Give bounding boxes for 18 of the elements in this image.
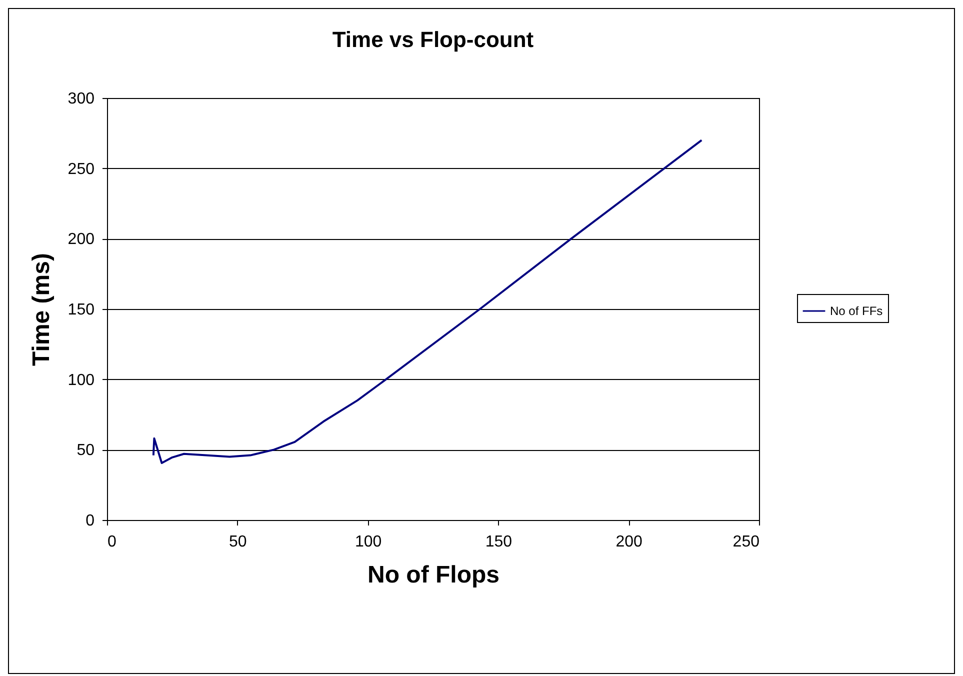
y-tick-label: 250: [68, 160, 95, 178]
y-tick-label: 50: [76, 442, 95, 460]
x-tick-label: 50: [229, 534, 247, 550]
y-tick-label: 150: [68, 302, 95, 318]
x-tick-label: 200: [616, 534, 643, 550]
x-tick-label: 100: [354, 534, 382, 550]
y-tick-label: 100: [68, 372, 95, 389]
legend-label: No of FFs: [830, 304, 883, 318]
x-tick-label: 250: [732, 534, 760, 550]
y-axis-title: Time (ms): [28, 253, 55, 366]
y-tick-label: 200: [68, 231, 95, 248]
x-tick-label: 0: [108, 534, 116, 550]
x-tick-label: 150: [485, 534, 512, 550]
y-tick-label: 0: [86, 512, 95, 530]
line-series: [152, 139, 703, 464]
x-axis-title: No of Flops: [368, 562, 500, 588]
y-tick-label: 300: [68, 90, 95, 108]
chart-title: Time vs Flop-count: [332, 27, 534, 52]
